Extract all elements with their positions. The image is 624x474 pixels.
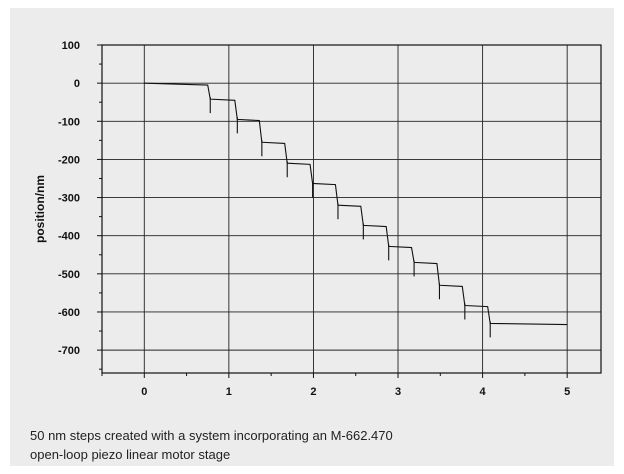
y-tick-label: -700 — [58, 345, 80, 357]
x-tick-label: 4 — [480, 386, 487, 398]
y-tick-label: -400 — [58, 231, 80, 243]
y-tick-label: -100 — [58, 116, 80, 128]
y-axis-title: position/nm — [33, 175, 47, 243]
x-tick-label: 5 — [564, 386, 570, 398]
y-tick-label: -600 — [58, 307, 80, 319]
figure-caption: 50 nm steps created with a system incorp… — [30, 426, 590, 464]
y-tick-label: -300 — [58, 193, 80, 205]
caption-line-1: 50 nm steps created with a system incorp… — [30, 428, 393, 443]
ticks — [97, 44, 568, 378]
y-tick-label: 100 — [62, 40, 80, 52]
series — [144, 82, 568, 338]
caption-line-2: open-loop piezo linear motor stage — [30, 447, 231, 462]
x-tick-label: 1 — [226, 386, 232, 398]
y-tick-label: -200 — [58, 154, 80, 166]
tick-labels: 0 1 2 3 4 5 100 0 -100 -200 -300 -400 -500 -600 -700 — [58, 40, 570, 398]
position-step-chart: 0 1 2 3 4 5 100 0 -100 -200 -300 -400 -500 -600 -700 p… — [33, 40, 602, 398]
grid — [102, 44, 601, 373]
y-tick-label: 0 — [74, 78, 80, 90]
x-tick-label: 0 — [141, 386, 147, 398]
x-tick-label: 3 — [395, 386, 401, 398]
position-trace — [144, 82, 568, 326]
chart: 0 1 2 3 4 5 100 0 -100 -200 -300 -400 -500 -600 -700 p… — [10, 8, 614, 408]
x-tick-label: 2 — [310, 386, 316, 398]
figure-panel: 0 1 2 3 4 5 100 0 -100 -200 -300 -400 -500 -600 -700 p… — [10, 8, 614, 466]
y-tick-label: -500 — [58, 269, 80, 281]
plot-frame — [101, 44, 602, 374]
